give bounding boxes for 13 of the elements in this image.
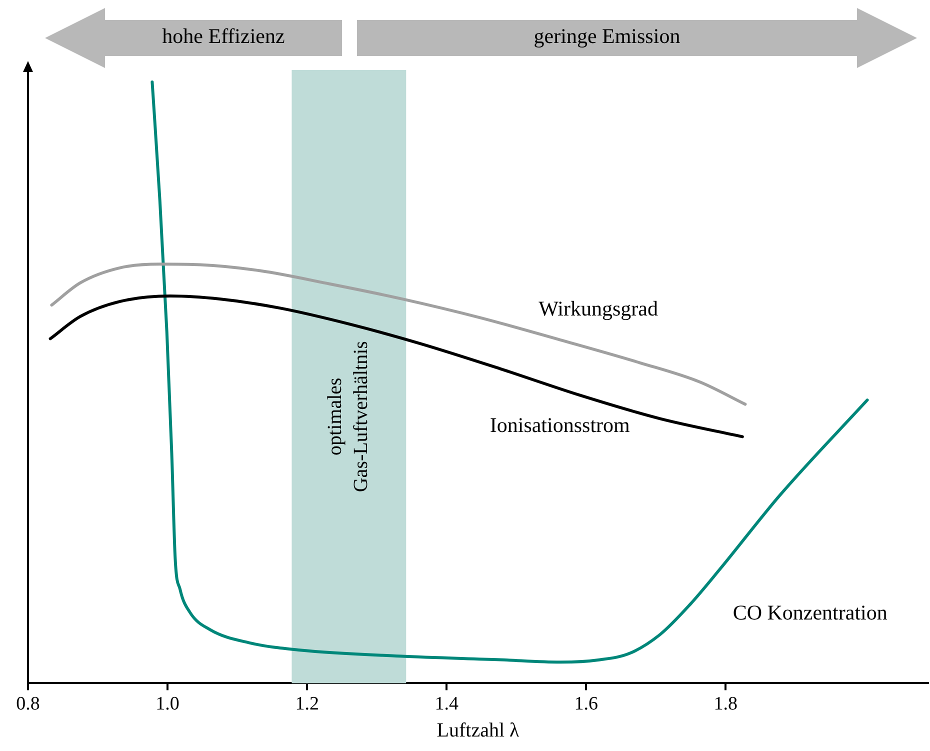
band-label: optimales Gas-Luftverhältnis <box>324 340 372 492</box>
x-tick-label: 1.8 <box>714 694 738 715</box>
series-label: Wirkungsgrad <box>538 296 658 320</box>
x-tick-label: 0.8 <box>16 694 40 715</box>
series-label: CO Konzentration <box>732 600 888 624</box>
x-tick-label: 1.2 <box>295 694 319 715</box>
text: geringe Emission <box>532 24 682 49</box>
text: hohe Effizienz <box>161 24 286 49</box>
x-axis-title: Luftzahl λ <box>436 719 520 742</box>
series-label: Ionisationsstrom <box>490 412 630 437</box>
x-tick-label: 1.4 <box>434 694 459 715</box>
x-tick-label: 1.6 <box>574 694 598 715</box>
x-tick-label: 1.0 <box>156 694 180 715</box>
